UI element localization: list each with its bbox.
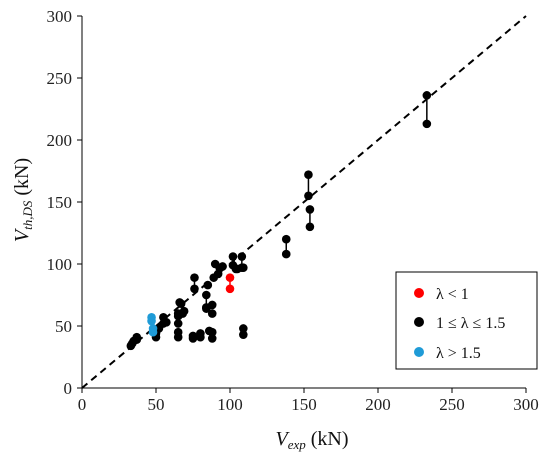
series-1-point <box>281 234 291 244</box>
y-tick-label: 150 <box>47 193 73 212</box>
series-1-point <box>305 222 315 232</box>
data-marks <box>126 91 432 351</box>
series-2-point <box>148 327 158 337</box>
series-1-point <box>173 319 183 328</box>
series-2 <box>147 313 158 337</box>
series-1-point <box>179 306 189 316</box>
series-1-point <box>132 335 142 344</box>
x-tick-label: 150 <box>291 395 317 414</box>
x-tick-label: 300 <box>513 395 539 414</box>
legend-marker-lambda-lt-1 <box>414 288 424 298</box>
series-1-point <box>304 191 313 201</box>
series-1-point <box>207 334 217 343</box>
series-1-point <box>305 205 315 214</box>
series-1-point <box>173 327 183 337</box>
y-tick-label: 200 <box>47 131 73 150</box>
series-1-point <box>237 252 247 261</box>
y-axis-title: Vth,DS (kN) <box>11 158 35 242</box>
x-axis-title-main: V <box>275 428 290 450</box>
series-1-point <box>422 119 432 129</box>
y-tick-label: 0 <box>64 379 73 398</box>
series-1-point <box>207 300 217 310</box>
x-axis-title-unit: (kN) <box>306 428 349 450</box>
legend-label-lambda-lt-1: λ < 1 <box>436 286 469 303</box>
x-tick-label: 50 <box>148 395 165 414</box>
y-tick-label: 300 <box>47 7 73 26</box>
series-1 <box>126 91 432 351</box>
x-axis-title-sub: exp <box>288 437 307 452</box>
y-axis-title-main: V <box>11 227 33 242</box>
series-0-point <box>225 284 235 294</box>
series-1-point <box>196 329 205 338</box>
x-axis-title: Vexp (kN) <box>275 428 348 452</box>
series-1-point <box>422 91 432 100</box>
legend: λ < 1 1 ≤ λ ≤ 1.5 λ > 1.5 <box>395 271 538 370</box>
x-tick-label: 200 <box>365 395 391 414</box>
series-1-point <box>207 309 217 318</box>
y-tick-label: 100 <box>47 255 73 274</box>
series-0 <box>225 273 235 294</box>
series-1-point <box>188 331 198 341</box>
legend-marker-lambda-mid <box>414 317 424 327</box>
legend-label-lambda-gt-1-5: λ > 1.5 <box>436 345 481 362</box>
series-1-point <box>176 299 186 308</box>
x-tick-label: 250 <box>439 395 465 414</box>
series-1-point <box>203 280 213 290</box>
y-axis-title-unit: (kN) <box>11 158 33 201</box>
x-tick-label: 100 <box>217 395 243 414</box>
series-1-point <box>239 324 248 333</box>
x-tick-label: 0 <box>78 395 87 414</box>
y-tick-label: 250 <box>47 69 73 88</box>
series-0-point <box>225 273 235 282</box>
series-1-point <box>228 252 238 261</box>
series-1-point <box>239 263 248 273</box>
series-1-point <box>207 327 217 337</box>
series-1-point <box>162 317 171 327</box>
axes: 0 50 100 150 200 250 300 0 50 100 150 200 250 300 <box>47 7 539 414</box>
series-1-point <box>239 330 248 339</box>
series-1-point <box>304 170 313 180</box>
series-1-point <box>190 284 199 294</box>
legend-label-lambda-mid: 1 ≤ λ ≤ 1.5 <box>436 315 505 332</box>
y-axis-title-sub: th,DS <box>20 200 35 230</box>
legend-marker-lambda-gt-1-5 <box>414 347 424 357</box>
series-1-point <box>218 262 227 271</box>
series-1-point <box>281 249 291 259</box>
series-2-point <box>147 316 156 326</box>
series-1-point <box>190 273 199 282</box>
y-tick-label: 50 <box>55 317 72 336</box>
series-1-point <box>202 290 211 300</box>
